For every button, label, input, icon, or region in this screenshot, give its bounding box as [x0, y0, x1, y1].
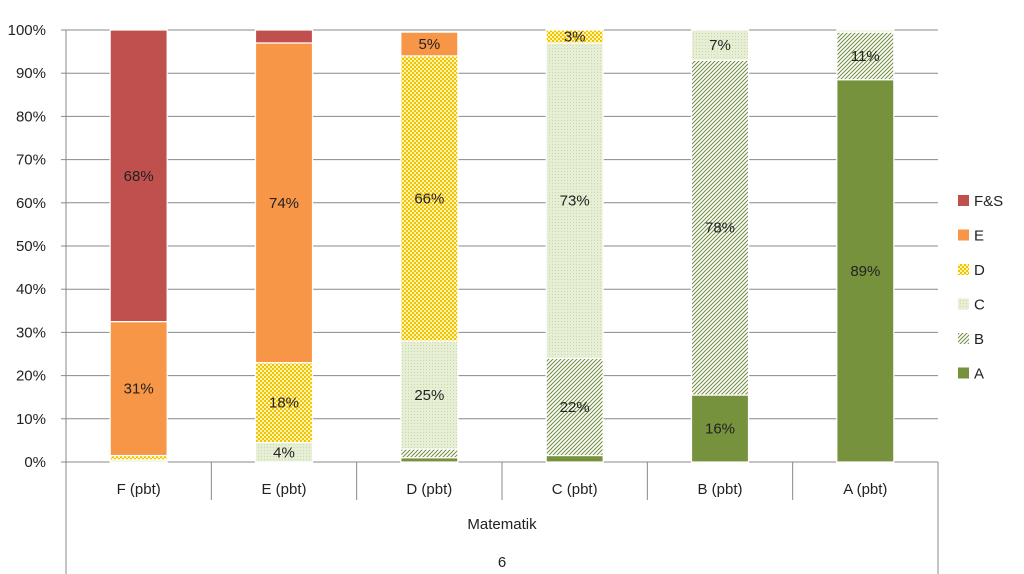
legend-swatch	[958, 229, 969, 241]
y-tick-label: 10%	[16, 411, 46, 428]
x-tick-label: F (pbt)	[117, 481, 161, 498]
bar-segment-b-2	[400, 448, 459, 459]
bar-segment-c-5	[836, 29, 895, 33]
legend-swatch	[958, 298, 969, 310]
data-label: 3%	[564, 28, 586, 45]
x-tick-label: E (pbt)	[261, 481, 306, 498]
legend-label: D	[974, 262, 985, 279]
y-tick-label: 70%	[16, 152, 46, 169]
x-tick-label: A (pbt)	[843, 481, 887, 498]
data-label: 5%	[418, 36, 440, 53]
data-label: 89%	[850, 263, 880, 280]
bar-segment-b-5	[836, 31, 895, 81]
bar-segment-d-1	[254, 362, 314, 444]
y-tick-label: 0%	[24, 454, 46, 471]
y-tick-label: 30%	[16, 324, 46, 341]
y-tick-label: 100%	[8, 22, 46, 39]
data-label: 18%	[269, 395, 299, 412]
bar-segment-a-3	[545, 454, 604, 463]
legend-label: C	[974, 297, 985, 314]
legend-swatch	[958, 367, 969, 379]
bar-segment-a-4	[690, 394, 750, 463]
bar-segment-e-2	[400, 31, 459, 57]
bar-segment-b-4	[690, 59, 750, 396]
y-tick-label: 40%	[16, 281, 46, 298]
bar-segment-d-0	[109, 454, 168, 461]
data-label: 25%	[414, 387, 444, 404]
x-axis: F (pbt) E (pbt) D (pbt) C (pbt) B (pbt) A (pb…	[65, 462, 939, 574]
y-tick-label: 50%	[16, 238, 46, 255]
legend-swatch	[958, 264, 969, 275]
data-labels: 31% 68% 4% 18% 74% 25% 66% 5% 22% 73% 3% 16% 78% 7% 89…	[124, 28, 881, 461]
x-tick-label: B (pbt)	[697, 481, 742, 498]
bar-segment-e-1	[254, 42, 314, 364]
bar-segment-fs-0	[109, 29, 168, 323]
x-tick-label: D (pbt)	[406, 481, 452, 498]
data-label: 74%	[269, 195, 299, 212]
bar-segment-fs-1	[254, 29, 314, 44]
bar-segment-d-3	[545, 29, 604, 44]
legend-label: E	[974, 228, 984, 245]
data-label: 7%	[709, 37, 731, 54]
y-tick-label: 60%	[16, 195, 46, 212]
data-label: 11%	[851, 48, 880, 65]
legend: F&S ED CB A	[958, 193, 1003, 383]
gridlines	[61, 29, 938, 463]
x-group-label: 6	[498, 554, 506, 571]
data-label: 73%	[560, 193, 590, 210]
data-label: 16%	[705, 421, 735, 438]
y-tick-label: 80%	[16, 108, 46, 125]
legend-label: A	[974, 366, 984, 383]
bars	[109, 29, 895, 463]
legend-swatch	[958, 195, 969, 206]
data-label: 66%	[414, 190, 444, 207]
data-label: 22%	[560, 399, 590, 416]
legend-label: B	[974, 331, 984, 348]
legend-swatch	[958, 333, 969, 344]
bar-segment-e-0	[109, 321, 168, 457]
y-tick-label: 90%	[16, 65, 46, 82]
bar-segment-d-2	[400, 55, 459, 342]
data-label: 31%	[124, 381, 154, 398]
y-tick-label: 20%	[16, 368, 46, 385]
y-axis-tick-labels: 0% 10% 20% 30% 40% 50% 60% 70% 80% 90% 100%	[8, 22, 46, 471]
bar-segment-c-4	[690, 29, 750, 61]
data-label: 78%	[705, 220, 735, 237]
bar-segment-a-2	[400, 457, 459, 463]
x-tick-label: C (pbt)	[552, 481, 598, 498]
data-label: 68%	[124, 168, 154, 185]
data-label: 4%	[273, 444, 295, 461]
bar-segment-c-2	[400, 340, 459, 450]
x-group-label: Matematik	[467, 516, 537, 533]
legend-label: F&S	[974, 193, 1003, 210]
